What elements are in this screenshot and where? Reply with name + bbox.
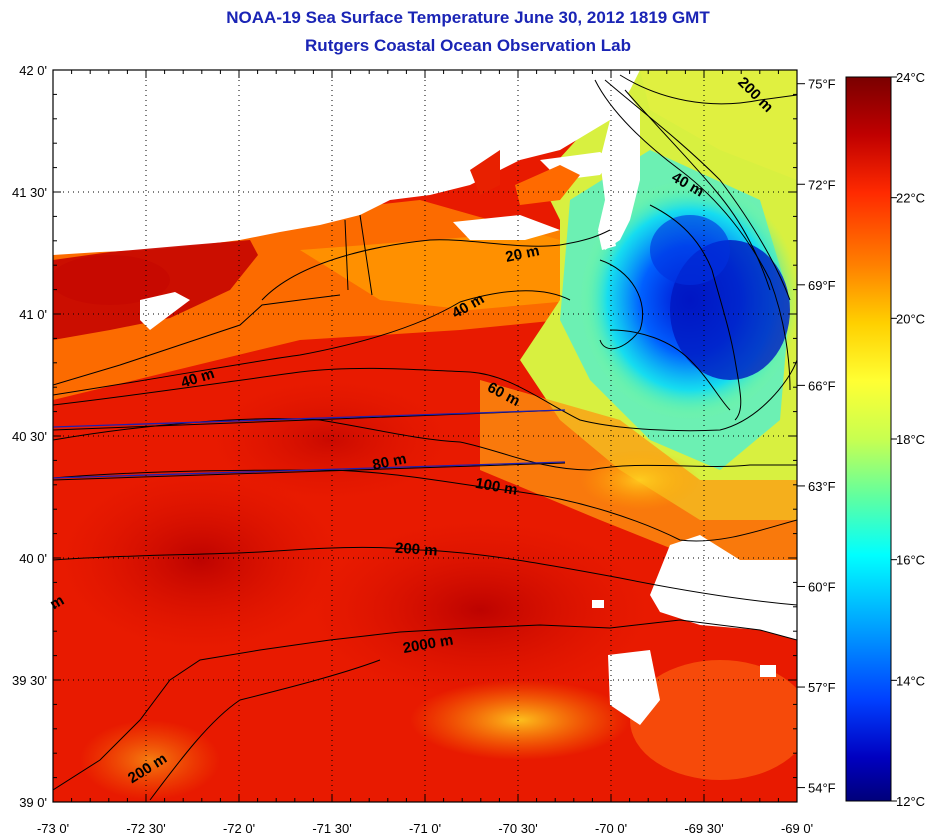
latitude-tick-label: 40 0'	[19, 551, 47, 566]
latitude-tick-label: 39 0'	[19, 795, 47, 810]
latitude-tick-label: 42 0'	[19, 63, 47, 78]
fahrenheit-label: 60°F	[808, 579, 836, 594]
longitude-axis: -73 0' -72 30' -72 0' -71 30' -71 0' -70 30' -…	[37, 821, 813, 836]
celsius-label: 12°C	[896, 794, 925, 809]
contour-label: 20 m	[504, 242, 541, 266]
latitude-tick-label: 41 0'	[19, 307, 47, 322]
longitude-tick-label: -70 30'	[498, 821, 537, 836]
colorbar-labels: 24°C 22°C 20°C 18°C 16°C 14°C 12°C 75°F 72°F 69°F…	[797, 70, 925, 809]
fahrenheit-label: 63°F	[808, 479, 836, 494]
gridlines	[53, 70, 797, 802]
longitude-tick-label: -72 30'	[126, 821, 165, 836]
transect-lines	[53, 409, 566, 479]
longitude-tick-label: -71 30'	[312, 821, 351, 836]
celsius-label: 24°C	[896, 70, 925, 85]
latitude-tick-label: 39 30'	[12, 673, 47, 688]
longitude-tick-label: -69 30'	[684, 821, 723, 836]
isobath-contours	[53, 74, 797, 801]
latitude-axis: 42 0' 41 30' 41 0' 40 30' 40 0' 39 30' 39 0'	[12, 63, 47, 810]
contour-label: 80 m	[371, 450, 408, 474]
latitude-tick-label: 41 30'	[12, 185, 47, 200]
celsius-label: 20°C	[896, 311, 925, 326]
map-subtitle: Rutgers Coastal Ocean Observation Lab	[305, 36, 631, 55]
fahrenheit-label: 66°F	[808, 378, 836, 393]
celsius-label: 18°C	[896, 432, 925, 447]
celsius-label: 14°C	[896, 673, 925, 688]
map-title: NOAA-19 Sea Surface Temperature June 30,…	[226, 8, 710, 27]
longitude-tick-label: -71 0'	[409, 821, 441, 836]
celsius-label: 22°C	[896, 191, 925, 206]
axis-ticks	[52, 69, 798, 803]
fahrenheit-label: 75°F	[808, 77, 836, 92]
fahrenheit-label: 57°F	[808, 680, 836, 695]
longitude-tick-label: -73 0'	[37, 821, 69, 836]
celsius-label: 16°C	[896, 553, 925, 568]
latitude-tick-label: 40 30'	[12, 429, 47, 444]
fahrenheit-label: 54°F	[808, 781, 836, 796]
longitude-tick-label: -72 0'	[223, 821, 255, 836]
fahrenheit-label: 72°F	[808, 177, 836, 192]
colorbar	[845, 76, 892, 802]
longitude-tick-label: -70 0'	[595, 821, 627, 836]
fahrenheit-label: 69°F	[808, 278, 836, 293]
longitude-tick-label: -69 0'	[781, 821, 813, 836]
contour-label: 200 m	[394, 540, 438, 560]
